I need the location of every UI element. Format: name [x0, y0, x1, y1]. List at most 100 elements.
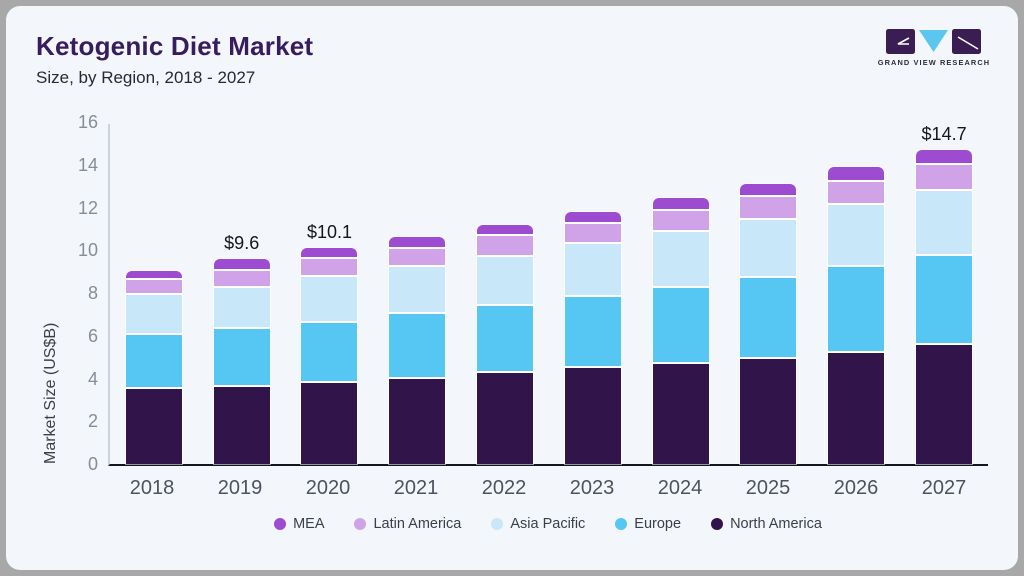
legend-label: MEA: [293, 516, 325, 532]
legend-item-north-america: North America: [711, 516, 822, 532]
legend: MEA Latin America Asia Pacific Europe North …: [108, 516, 988, 532]
y-tick-label: 0: [87, 454, 98, 474]
legend-item-mea: MEA: [274, 516, 324, 532]
legend-swatch-icon: [274, 518, 287, 530]
bar-segment-asia-pacific-2019: [213, 287, 270, 330]
bar-segment-north-america-2026: [828, 352, 885, 464]
bar-segment-north-america-2018: [125, 389, 182, 464]
y-axis-title: Market Size (US$B): [42, 322, 59, 464]
stacked-bar-2024: [652, 197, 709, 464]
bar-column-2026: [812, 124, 900, 464]
bar-segment-europe-2025: [740, 278, 797, 360]
bar-segment-mea-2020: [301, 248, 358, 259]
bar-segment-asia-pacific-2020: [301, 276, 358, 323]
page-subtitle: Size, by Region, 2018 - 2027: [36, 68, 256, 87]
legend-label: Europe: [634, 516, 682, 532]
bar-segment-latin-america-2019: [213, 270, 270, 288]
legend-swatch-icon: [491, 518, 504, 530]
legend-swatch-icon: [354, 518, 367, 530]
bar-segment-mea-2018: [125, 270, 182, 281]
legend-swatch-icon: [615, 518, 628, 530]
bar-segment-north-america-2023: [564, 367, 621, 464]
legend-label: North America: [730, 516, 822, 532]
bar-segment-latin-america-2018: [125, 280, 182, 296]
bar-segment-north-america-2024: [652, 363, 709, 464]
bars-container: $9.6 $10.1 $14.7: [110, 124, 988, 464]
stacked-bar-2018: [125, 270, 182, 464]
bar-segment-north-america-2025: [740, 359, 797, 464]
bar-segment-europe-2018: [125, 334, 182, 390]
bar-column-2019: $9.6: [198, 124, 286, 464]
bar-segment-north-america-2022: [477, 373, 534, 464]
x-axis-label-2027: 2027: [921, 477, 967, 499]
bar-total-label-2020: $10.1: [306, 222, 353, 243]
bar-segment-latin-america-2026: [828, 181, 885, 206]
bar-segment-mea-2024: [652, 197, 709, 211]
chart-card: Ketogenic Diet Market Size, by Region, 2…: [6, 6, 1018, 570]
bar-segment-asia-pacific-2023: [564, 243, 621, 298]
x-axis-label-2025: 2025: [745, 477, 791, 499]
bar-segment-latin-america-2020: [301, 258, 358, 277]
bar-segment-latin-america-2022: [477, 236, 534, 257]
logo-wordmark: GRAND VIEW RESEARCH: [878, 58, 990, 67]
bar-segment-north-america-2027: [916, 345, 973, 464]
bar-segment-latin-america-2024: [652, 210, 709, 233]
x-axis-label-2018: 2018: [129, 477, 175, 499]
bar-segment-europe-2020: [301, 322, 358, 383]
stacked-bar-2022: [477, 224, 534, 464]
legend-item-europe: Europe: [615, 516, 681, 532]
chart: Market Size (US$B) $9.6 $10.1 $14.7 0 2 4 6 8 1…: [36, 113, 988, 532]
bar-segment-europe-2023: [564, 297, 621, 368]
bar-segment-mea-2019: [213, 258, 270, 271]
y-tick-label: 16: [77, 112, 98, 132]
bar-segment-mea-2021: [389, 237, 446, 250]
bar-total-label-2027: $14.7: [921, 124, 967, 144]
bar-total-label-2019: $9.6: [224, 232, 260, 253]
stacked-bar-2026: [828, 166, 885, 464]
x-axis-label-2019: 2019: [217, 477, 263, 499]
bar-segment-north-america-2021: [389, 378, 446, 464]
bar-column-2024: [637, 124, 725, 464]
bar-column-2022: [461, 124, 549, 464]
logo-v-icon: [919, 30, 948, 52]
y-tick-label: 6: [87, 325, 98, 346]
bar-segment-latin-america-2023: [564, 223, 621, 244]
x-axis-label-2022: 2022: [481, 477, 527, 499]
y-tick-label: 14: [77, 154, 98, 175]
x-axis-label-2023: 2023: [569, 477, 615, 499]
logo-g-mark: [897, 37, 910, 45]
y-tick-label: 12: [77, 197, 98, 218]
logo-r-mark: [957, 36, 979, 50]
bar-segment-mea-2026: [828, 166, 885, 182]
bar-segment-mea-2025: [740, 184, 797, 197]
bar-column-2027: $14.7: [900, 124, 988, 464]
stacked-bar-2020: [301, 248, 358, 464]
bar-segment-latin-america-2025: [740, 196, 797, 221]
bar-segment-asia-pacific-2022: [477, 256, 534, 306]
grand-view-research-logo: GRAND VIEW RESEARCH: [878, 29, 990, 67]
bar-segment-europe-2019: [213, 329, 270, 388]
x-axis-label-2026: 2026: [833, 477, 879, 499]
bar-column-2023: [549, 124, 637, 464]
bar-segment-europe-2024: [652, 287, 709, 364]
stacked-bar-2021: [389, 237, 446, 464]
bar-segment-mea-2027: [916, 150, 973, 165]
bar-column-2020: $10.1: [286, 124, 374, 464]
page-title: Ketogenic Diet Market: [36, 31, 314, 61]
logo-g-block: [886, 29, 915, 54]
bar-segment-asia-pacific-2021: [389, 267, 446, 315]
legend-label: Latin America: [373, 516, 462, 532]
bar-column-2021: [373, 124, 461, 464]
y-tick-label: 4: [87, 368, 98, 389]
legend-item-asia-pacific: Asia Pacific: [491, 516, 585, 532]
bar-column-2025: [725, 124, 813, 464]
plot-area: Market Size (US$B) $9.6 $10.1 $14.7 0 2 4 6 8 1…: [42, 113, 988, 473]
bar-segment-asia-pacific-2025: [740, 220, 797, 279]
x-axis-label-2024: 2024: [657, 477, 703, 499]
legend-label: Asia Pacific: [510, 516, 586, 532]
bar-segment-mea-2022: [477, 224, 534, 237]
stacked-bar-2019: [213, 258, 270, 464]
stacked-bar-2027: [916, 150, 973, 464]
bar-segment-north-america-2019: [213, 387, 270, 464]
bar-column-2018: [110, 124, 198, 464]
